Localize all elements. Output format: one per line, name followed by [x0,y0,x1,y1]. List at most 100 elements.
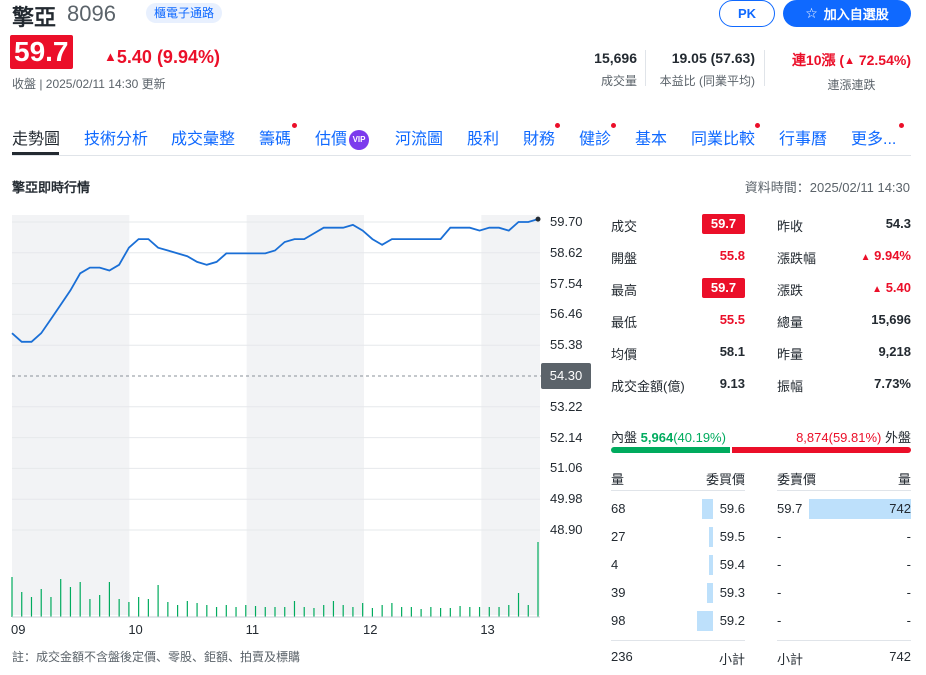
bid-depth-bar [702,499,713,519]
bid-qty: 98 [611,613,626,628]
tab-technical[interactable]: 技術分析 [84,125,148,149]
footnote: 註：成交金額不含盤後定價、零股、鉅額、拍賣及標購 [12,650,301,664]
divider [777,490,911,491]
inner-volume: 內盤 5,964(40.19%) [611,427,726,446]
stat-value: 連10漲 (▲ 72.54%) [792,50,911,70]
add-watchlist-label: 加入自選股 [823,7,889,22]
tab-bar: 走勢圖 技術分析 成交彙整 籌碼 估價 VIP 河流圖 股利 財務 健診 基本 同… [0,118,926,156]
tab-calendar[interactable]: 行事曆 [779,125,827,149]
ask-price: 59.7 [777,501,803,516]
close-info: 收盤 | 2025/02/11 14:30 更新 [12,77,166,91]
quote-value: ▲ 5.40 [872,280,911,295]
header-ask-qty: 量 [897,472,911,487]
stat-value: 19.05 (57.63) [671,50,755,66]
header-bid-qty: 量 [611,472,625,487]
x-tick-label: 09 [11,622,26,637]
bid-price: 59.5 [719,529,745,544]
ask-depth-bar [809,499,911,519]
quote-value: 59.7 [702,214,745,234]
divider [764,50,765,86]
tab-health[interactable]: 健診 [579,123,617,149]
ask-price: - [777,557,782,572]
session-band [12,215,130,615]
y-tick-label: 52.14 [550,429,583,445]
ask-qty: - [906,585,911,600]
tab-chips[interactable]: 籌碼 [259,123,298,149]
y-tick-label: 53.22 [550,398,583,414]
change-value: 5.40 [116,47,152,67]
x-tick-label: 12 [363,622,378,637]
bid-total: 236 [611,649,633,664]
data-time: 資料時間：2025/02/11 14:30 [744,180,910,195]
last-price-dot [535,216,541,222]
x-tick-label: 10 [128,622,143,637]
notify-dot [611,123,617,128]
tab-peer-compare[interactable]: 同業比較 [691,123,761,149]
quote-label: 開盤 [611,251,638,266]
tab-border [12,155,911,156]
bid-qty: 4 [611,557,619,572]
tab-label: 成交彙整 [171,131,236,148]
ask-qty: - [906,557,911,572]
stat-streak: 連10漲 (▲ 72.54%) 連漲連跌 [792,50,911,93]
y-tick-label: 49.98 [550,491,583,507]
divider [777,640,911,641]
ask-qty: - [906,613,911,628]
header-bid-price: 委買價 [705,472,745,487]
industry-tag[interactable]: 櫃電子通路 [146,3,223,23]
stat-value: 15,696 [594,50,637,66]
bid-depth-bar [709,527,713,547]
y-tick-label: 51.06 [550,460,583,476]
bid-qty: 27 [611,529,626,544]
tab-basic[interactable]: 基本 [635,125,667,149]
tab-river[interactable]: 河流圖 [395,125,443,149]
session-band [481,215,540,615]
quote-value: 54.3 [885,216,911,231]
outer-pct: (59.81%) [828,430,882,445]
quote-value: 7.73% [874,376,911,391]
tab-label: 技術分析 [84,131,149,148]
tab-dividend[interactable]: 股利 [467,125,499,149]
quote-value: 9.13 [719,376,745,391]
intraday-chart[interactable] [0,205,545,625]
notify-dot [899,123,905,128]
inner-bar-segment [611,447,730,453]
tab-financial[interactable]: 財務 [523,123,561,149]
outer-volume: 8,874(59.81%) 外盤 [796,427,911,446]
tab-trade-summary[interactable]: 成交彙整 [171,125,235,149]
tab-label: 走勢圖 [12,131,61,148]
stat-label: 本益比 (同業平均) [659,74,755,88]
bid-qty: 68 [611,501,626,516]
bid-depth-bar [697,611,713,631]
add-watchlist-button[interactable]: ☆ 加入自選股 [783,0,911,27]
quote-label: 昨量 [777,347,804,362]
tab-label: 基本 [635,131,668,148]
tab-more[interactable]: 更多... [851,123,905,149]
reference-price-label: 54.30 [541,363,591,389]
inner-value: 5,964 [640,430,674,445]
notify-dot [555,123,561,128]
stat-volume: 15,696 成交量 [594,50,637,89]
quote-label: 昨收 [777,219,804,234]
quote-value: 55.8 [719,248,745,263]
streak-prefix: 連10漲 ( [791,52,845,68]
y-tick-label: 58.62 [550,244,583,260]
outer-value: 8,874 [796,430,829,445]
quote-value: ▲ 9.94% [861,248,911,263]
vip-badge: VIP [349,130,370,150]
quote-label: 總量 [777,315,804,330]
notify-dot [292,123,298,128]
pk-button[interactable]: PK [719,0,775,27]
quote-value: 9,218 [878,344,911,359]
change-percent: (9.94%) [156,47,220,67]
tab-label: 同業比較 [691,131,756,148]
quote-label: 最低 [611,315,638,330]
y-tick-label: 59.70 [550,214,583,229]
up-arrow-icon: ▲ [104,49,117,64]
tab-valuation[interactable]: 估價 VIP [315,125,370,150]
inner-outer-bar [611,447,911,453]
tab-label: 行事曆 [779,131,828,148]
tab-trend[interactable]: 走勢圖 [12,125,60,149]
bid-price: 59.4 [719,557,745,572]
bid-price: 59.6 [719,501,745,516]
